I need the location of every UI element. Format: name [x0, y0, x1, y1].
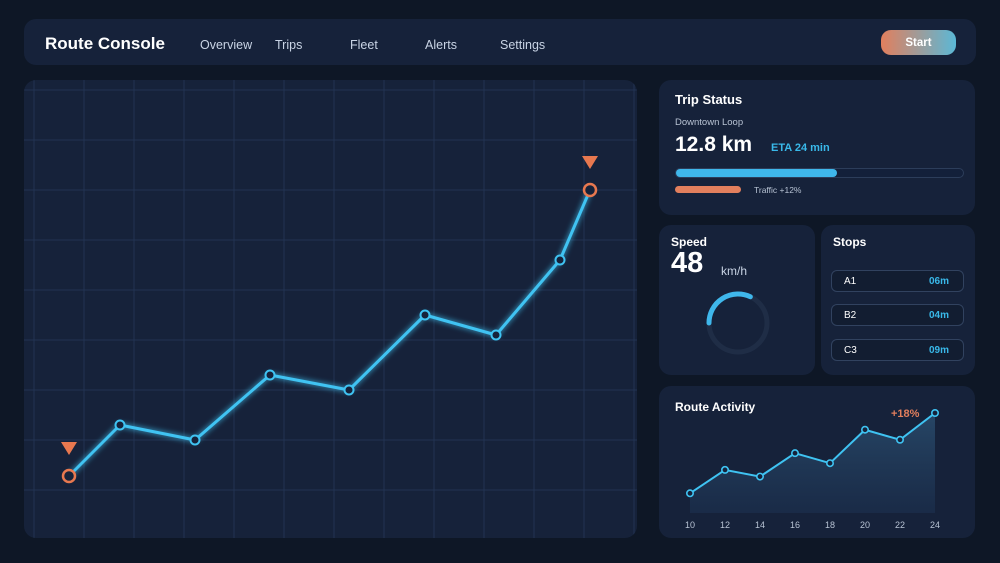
nav-fleet[interactable]: Fleet — [350, 38, 378, 52]
activity-delta-badge: +18% — [891, 408, 920, 420]
activity-area — [690, 413, 935, 513]
gauge-arc — [706, 291, 753, 326]
top-bar: Route Console Overview Trips Fleet Alert… — [24, 19, 976, 65]
route-map-canvas — [24, 80, 637, 538]
x-tick-label: 18 — [825, 520, 835, 530]
activity-point — [791, 449, 800, 458]
route-waypoint — [419, 309, 431, 321]
nav-settings[interactable]: Settings — [500, 38, 546, 52]
activity-point — [861, 425, 870, 434]
route-waypoint — [490, 329, 502, 341]
trip-distance: 12.8 km — [675, 133, 753, 156]
x-tick-label: 14 — [755, 520, 765, 530]
traffic-label: Traffic +12% — [754, 185, 802, 195]
trip-progress-bar — [675, 168, 964, 178]
end-marker — [582, 182, 598, 198]
route-waypoint — [114, 419, 126, 431]
route-markers — [61, 156, 598, 484]
nav-alerts[interactable]: Alerts — [425, 38, 457, 52]
route-name: Downtown Loop — [675, 117, 744, 128]
start-pin-icon — [61, 442, 77, 455]
map-grid — [24, 80, 637, 538]
route-activity-title: Route Activity — [675, 400, 756, 414]
app-title: Route Console — [45, 34, 165, 53]
activity-point — [826, 459, 835, 468]
route-line — [67, 189, 592, 478]
speed-value: 48 — [671, 247, 704, 279]
x-tick-label: 22 — [895, 520, 905, 530]
route-waypoint — [554, 254, 566, 266]
x-tick-label: 24 — [930, 520, 940, 530]
stop-item-b2[interactable]: B2 04m — [831, 304, 964, 326]
route-activity-card: 10 12 14 16 18 20 22 24 Route Activity +18% — [659, 386, 975, 538]
x-tick-label: 12 — [720, 520, 730, 530]
stop-code: B2 — [844, 310, 857, 321]
activity-point — [685, 489, 694, 498]
traffic-indicator — [675, 186, 741, 193]
stop-code: A1 — [844, 276, 857, 287]
trip-progress-fill — [676, 169, 837, 177]
speed-title: Speed — [671, 235, 708, 249]
route-map[interactable] — [24, 80, 637, 538]
stops-title: Stops — [833, 235, 867, 249]
route-path — [67, 189, 592, 478]
end-pin-icon — [582, 156, 598, 169]
stop-code: C3 — [844, 345, 857, 356]
route-waypoint — [189, 434, 201, 446]
activity-point — [930, 408, 939, 417]
stop-item-a1[interactable]: A1 06m — [831, 270, 964, 292]
activity-chart: 10 12 14 16 18 20 22 24 — [685, 408, 940, 530]
trip-status-card: Trip Status Downtown Loop 12.8 km ETA 24… — [659, 80, 975, 215]
stop-time: 04m — [928, 310, 949, 321]
route-waypoint — [343, 384, 355, 396]
nav-overview[interactable]: Overview — [200, 38, 253, 52]
activity-point — [756, 472, 765, 481]
x-tick-label: 10 — [685, 520, 695, 530]
x-tick-label: 16 — [790, 520, 800, 530]
nav-trips[interactable]: Trips — [275, 38, 303, 52]
speed-gauge — [706, 291, 770, 355]
activity-point — [720, 465, 729, 474]
trip-status-title: Trip Status — [675, 92, 743, 107]
speed-card: Speed 48 km/h — [659, 225, 815, 375]
stop-time: 06m — [928, 276, 949, 287]
trip-eta: ETA 24 min — [771, 142, 830, 154]
activity-line — [685, 408, 939, 498]
x-tick-label: 20 — [860, 520, 870, 530]
activity-path — [689, 412, 936, 495]
speed-unit: km/h — [721, 264, 748, 278]
stop-time: 09m — [928, 345, 949, 356]
stop-item-c3[interactable]: C3 09m — [831, 339, 964, 361]
start-button[interactable]: Start — [881, 30, 956, 55]
route-waypoint — [264, 369, 276, 381]
stops-card: Stops A1 06m B2 04m C3 09m — [821, 225, 975, 375]
activity-x-axis: 10 12 14 16 18 20 22 24 — [685, 520, 940, 530]
activity-point — [896, 435, 905, 444]
start-marker — [61, 468, 77, 484]
activity-fill — [690, 413, 935, 513]
